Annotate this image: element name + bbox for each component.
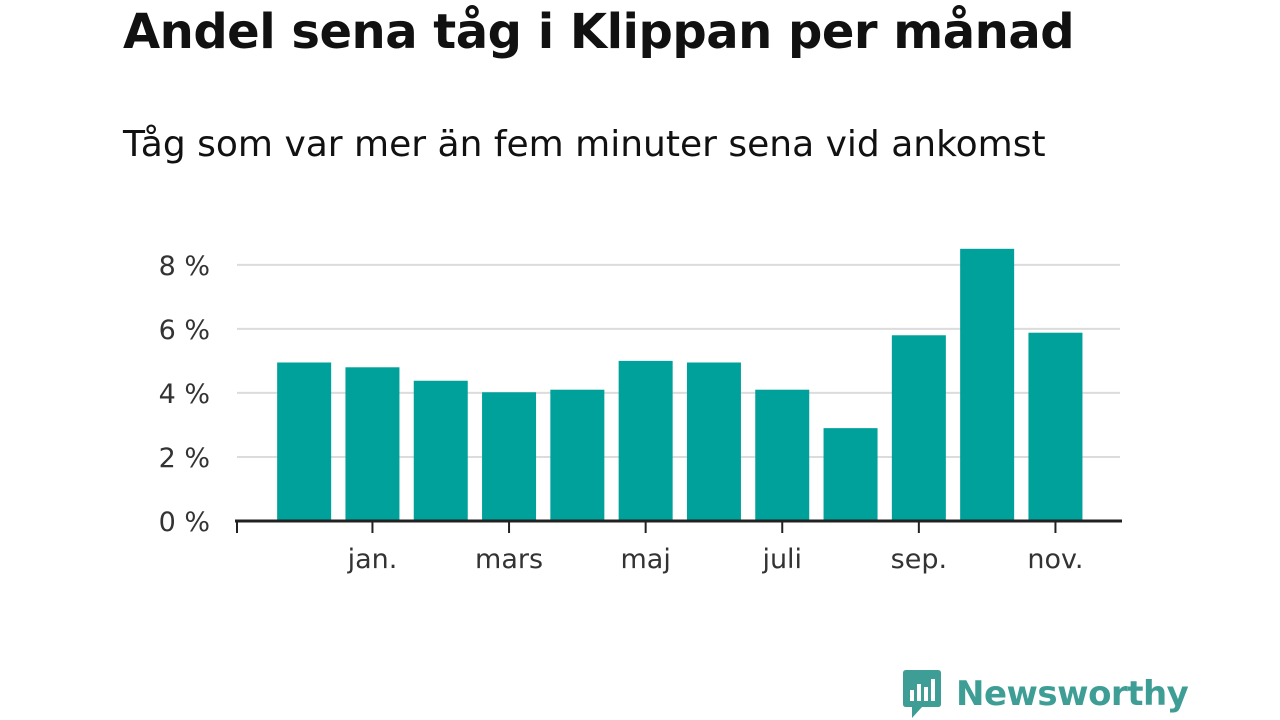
x-tick-label: juli: [761, 544, 802, 575]
brand-logo: Newsworthy: [902, 668, 1189, 720]
x-tick-label: maj: [620, 544, 670, 575]
y-tick-label: 0 %: [159, 507, 210, 538]
bar: [618, 360, 673, 521]
chart-title: Andel sena tåg i Klippan per månad: [123, 4, 1075, 60]
bar: [277, 362, 332, 521]
bar: [960, 248, 1015, 521]
bar: [891, 335, 946, 521]
y-tick-label: 4 %: [159, 379, 210, 410]
x-tick-label: jan.: [347, 544, 398, 575]
bar: [823, 428, 878, 521]
x-tick-label: nov.: [1027, 544, 1083, 575]
y-tick-label: 2 %: [159, 443, 210, 474]
axes: [235, 519, 1122, 533]
bar: [1028, 332, 1083, 521]
y-tick-label: 8 %: [159, 251, 210, 282]
y-tick-label: 6 %: [159, 315, 210, 346]
brand-name: Newsworthy: [956, 674, 1189, 714]
newsworthy-logo-icon: [903, 670, 941, 718]
chart-subtitle: Tåg som var mer än fem minuter sena vid …: [123, 124, 1046, 165]
bars: [277, 248, 1083, 521]
tick-labels: 0 % 2 % 4 % 6 % 8 % jan. mars maj juli sep. nov.: [159, 251, 1084, 575]
x-tick-label: mars: [475, 544, 543, 575]
bar: [345, 367, 400, 521]
bar: [413, 380, 468, 521]
x-tick-label: sep.: [891, 544, 947, 575]
bar: [482, 392, 537, 521]
bar: [755, 389, 810, 521]
bar: [550, 389, 605, 521]
bar: [686, 362, 741, 521]
